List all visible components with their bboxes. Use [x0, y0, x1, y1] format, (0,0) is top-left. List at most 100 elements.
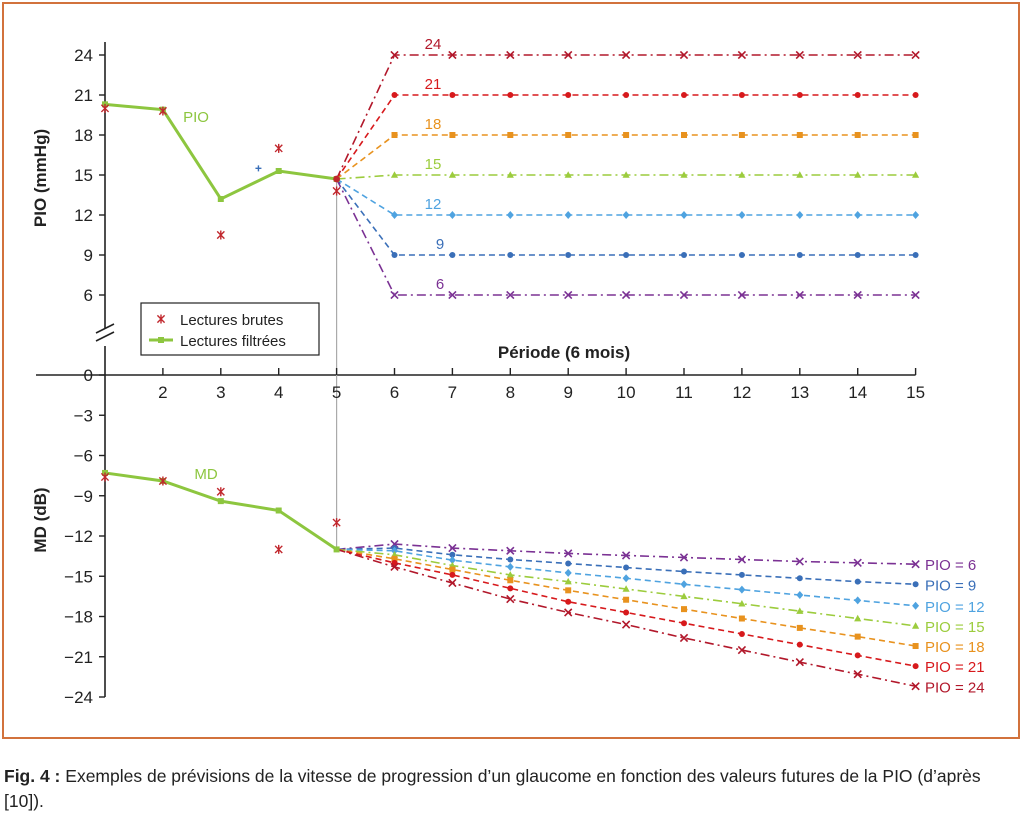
bottom-raw-marker	[332, 518, 341, 528]
x-tick-label: 6	[390, 383, 399, 402]
top-forecast-marker-pio-6	[390, 290, 399, 300]
bottom-filtered-line	[104, 471, 338, 551]
bottom-forecast-marker-p6	[795, 557, 804, 566]
top-forecast-marker-pio-15	[622, 171, 630, 178]
top-forecast-marker-pio-12	[854, 211, 862, 219]
top-forecast-marker-pio-9	[796, 252, 803, 258]
top-forecast-marker-pio-15	[912, 171, 920, 178]
bottom-forecast-label-p21: PIO = 21	[925, 659, 985, 676]
bottom-filtered-marker	[217, 498, 224, 505]
bottom-forecast-marker-p18	[681, 606, 687, 613]
bottom-forecast-marker-p18	[449, 566, 456, 573]
bottom-forecast-marker-p18	[623, 596, 630, 603]
bottom-forecast-marker-p9	[449, 551, 456, 558]
top-raw-marker	[274, 143, 283, 153]
bottom-y-axis-title: MD (dB)	[31, 487, 50, 552]
top-forecast-marker-pio-6	[679, 290, 689, 300]
bottom-forecast-label-p15: PIO = 15	[925, 619, 985, 636]
top-forecast-marker-pio-6	[853, 290, 862, 300]
top-forecast-line-pio-9	[335, 178, 916, 256]
bottom-raw-marker	[274, 544, 283, 554]
bottom-forecast-marker-p24	[621, 620, 631, 629]
figure-caption: Fig. 4 : Exemples de prévisions de la vi…	[4, 764, 1020, 814]
bottom-forecast-marker-p12	[912, 601, 920, 610]
top-junction-dot	[333, 175, 340, 183]
bottom-forecast-marker-p24	[390, 562, 399, 572]
bottom-y-tick-label: −18	[64, 608, 93, 627]
bottom-forecast-label-p9: PIO = 9	[925, 577, 976, 594]
top-forecast-marker-pio-9	[391, 252, 398, 258]
top-forecast-marker-pio-24	[564, 50, 573, 60]
top-forecast-marker-pio-18	[449, 132, 456, 138]
top-forecast-marker-pio-21	[681, 92, 687, 98]
top-forecast-marker-pio-18	[391, 132, 398, 138]
bottom-forecast-marker-p24	[506, 594, 515, 604]
top-forecast-marker-pio-21	[796, 92, 803, 98]
bottom-forecast-marker-p18	[565, 587, 572, 594]
bottom-forecast-line-p6	[336, 543, 916, 565]
top-y-tick-label: 18	[74, 126, 93, 145]
top-forecast-marker-pio-6	[564, 290, 573, 300]
top-series-label: PIO	[183, 109, 209, 126]
bottom-forecast-marker-p15	[622, 585, 630, 592]
bottom-forecast-marker-p15	[506, 571, 514, 578]
top-forecast-marker-pio-24	[911, 50, 920, 60]
bottom-y-tick-label: −24	[64, 688, 93, 707]
top-forecast-marker-pio-9	[681, 252, 687, 258]
bottom-forecast-marker-p18	[854, 633, 861, 640]
top-y-tick-label: 24	[74, 46, 93, 65]
top-forecast-marker-pio-21	[912, 92, 919, 98]
top-forecast-marker-pio-12	[738, 211, 746, 219]
top-forecast-marker-pio-15	[680, 171, 688, 178]
legend-raw-label: Lectures brutes	[180, 312, 283, 329]
top-forecast-marker-pio-24	[679, 50, 689, 60]
x-tick-label: 8	[506, 383, 515, 402]
top-forecast-marker-pio-6	[448, 290, 457, 300]
bottom-forecast-marker-p9	[681, 568, 687, 575]
top-forecast-marker-pio-12	[448, 211, 456, 219]
top-raw-marker	[255, 165, 262, 172]
bottom-forecast-marker-p18	[391, 555, 398, 562]
top-forecast-marker-pio-6	[795, 290, 804, 300]
top-raw-marker	[100, 103, 110, 113]
bottom-forecast-marker-p21	[565, 598, 572, 605]
bottom-forecast-marker-p6	[621, 551, 631, 560]
bottom-raw-marker	[216, 487, 225, 497]
bottom-forecast-marker-p15	[564, 577, 572, 585]
top-raw-marker	[216, 230, 225, 240]
bottom-forecast-marker-p15	[854, 614, 862, 622]
top-forecast-marker-pio-12	[680, 211, 688, 219]
top-forecast-marker-pio-9	[565, 252, 572, 258]
top-forecast-marker-pio-18	[738, 132, 745, 138]
bottom-forecast-marker-p12	[506, 562, 514, 571]
bottom-forecast-marker-p24	[564, 608, 573, 617]
top-forecast-marker-pio-21	[738, 92, 745, 98]
bottom-forecast-marker-p21	[507, 585, 514, 592]
x-tick-label: 12	[732, 383, 751, 402]
bottom-forecast-marker-p9	[796, 575, 803, 582]
bottom-y-tick-label: −9	[74, 487, 93, 506]
x-tick-label: 14	[848, 383, 867, 402]
top-forecast-marker-pio-18	[912, 132, 919, 138]
bottom-forecast-marker-p21	[738, 630, 745, 637]
bottom-forecast-marker-p9	[854, 578, 861, 585]
bottom-y-tick-label: −3	[74, 406, 93, 425]
x-tick-label: 10	[617, 383, 636, 402]
bottom-forecast-marker-p15	[796, 607, 804, 614]
top-forecast-marker-pio-12	[564, 211, 572, 219]
bottom-forecast-marker-p9	[623, 564, 630, 571]
bottom-forecast-marker-p6	[679, 553, 689, 562]
bottom-forecast-label-p6: PIO = 6	[925, 557, 976, 574]
bottom-forecast-marker-p15	[738, 599, 746, 607]
top-forecast-marker-pio-12	[796, 211, 804, 219]
bottom-forecast-marker-p24	[911, 682, 920, 691]
top-forecast-marker-pio-15	[796, 171, 804, 178]
x-tick-label: 2	[158, 383, 167, 402]
bottom-filtered-marker	[333, 546, 340, 553]
bottom-forecast-marker-p12	[391, 546, 398, 555]
bottom-y-tick-label: −6	[74, 447, 93, 466]
bottom-forecast-marker-p6	[853, 558, 862, 567]
bottom-raw-marker	[100, 472, 110, 482]
bottom-raw-marker	[158, 476, 167, 486]
top-forecast-line-pio-24	[335, 54, 916, 180]
